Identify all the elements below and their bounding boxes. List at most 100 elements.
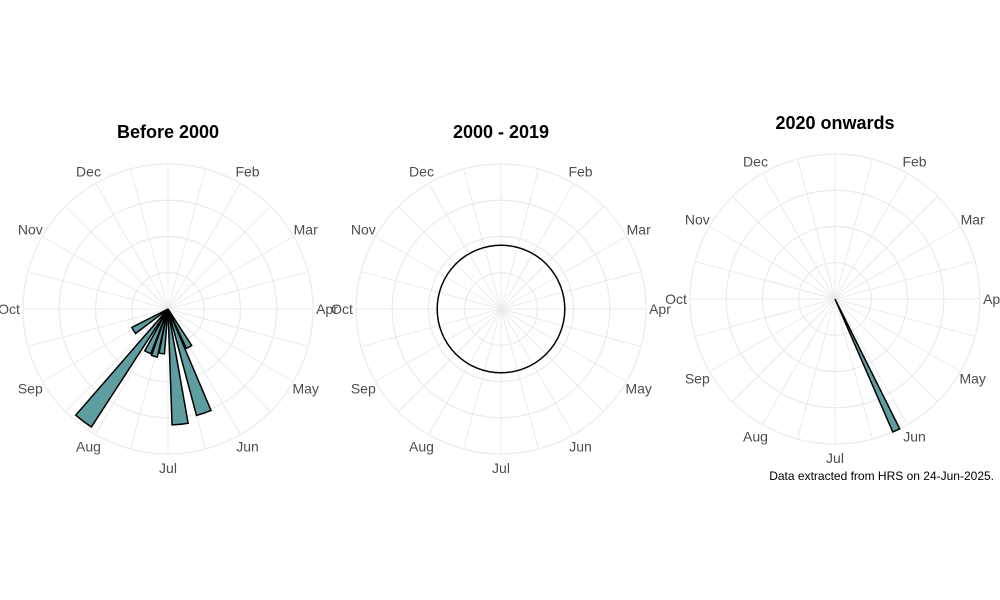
grid-spoke xyxy=(834,298,961,372)
panel-title: 2000 - 2019 xyxy=(453,122,549,142)
grid-spoke xyxy=(709,226,836,300)
grid-spoke xyxy=(167,168,207,310)
bar-wedge xyxy=(74,308,169,428)
grid-spoke xyxy=(834,298,908,425)
grid-spoke xyxy=(42,236,169,310)
month-label-dec: Dec xyxy=(409,163,434,179)
month-label-oct: Oct xyxy=(331,301,353,317)
month-label-jul: Jul xyxy=(492,460,510,476)
grid-spoke xyxy=(167,308,271,412)
grid-spoke xyxy=(398,308,502,412)
grid-spoke xyxy=(375,236,502,310)
grid-spoke xyxy=(462,168,502,310)
month-labels: Feb Mar Apr May Jun Jul Aug Sep Oct Nov Dec xyxy=(331,163,671,476)
month-label-mar: Mar xyxy=(961,212,985,228)
month-label-aug: Aug xyxy=(409,439,434,455)
grid-spoke xyxy=(428,183,502,310)
grid-spoke xyxy=(834,298,976,338)
grid-spoke xyxy=(834,260,976,300)
month-label-dec: Dec xyxy=(76,163,101,179)
month-label-apr: Apr xyxy=(649,301,671,317)
grid-spoke xyxy=(834,173,908,300)
grid-spoke xyxy=(834,298,874,440)
panel-title: Before 2000 xyxy=(117,122,219,142)
bar-wedge xyxy=(167,308,213,417)
grid-spoke xyxy=(65,206,169,310)
polar-panel-2020-onwards: 2020 onwards Feb Mar Apr May Jun Jul Aug Sep Oct… xyxy=(665,113,1000,466)
grid-spoke xyxy=(167,308,309,348)
grid-spoke xyxy=(500,308,574,435)
month-label-mar: Mar xyxy=(627,222,651,238)
month-label-apr: Apr xyxy=(983,291,1000,307)
grid-spoke xyxy=(428,308,502,435)
bars xyxy=(74,308,213,428)
grid-spoke xyxy=(95,183,169,310)
grid-spoke xyxy=(762,298,836,425)
grid-spoke xyxy=(375,308,502,382)
month-label-may: May xyxy=(959,371,985,387)
grid-spoke xyxy=(796,158,836,300)
grid-spoke xyxy=(500,236,627,310)
grid-spoke xyxy=(694,260,836,300)
grid-spoke xyxy=(500,308,540,450)
grid-spoke xyxy=(732,298,836,402)
month-label-sep: Sep xyxy=(351,381,376,397)
bar-wedge xyxy=(167,308,193,350)
grid-spoke xyxy=(500,308,627,382)
month-label-aug: Aug xyxy=(76,439,101,455)
grid-spoke xyxy=(694,298,836,338)
month-labels: Feb Mar Apr May Jun Jul Aug Sep Oct Nov Dec xyxy=(0,163,338,476)
month-label-jun: Jun xyxy=(569,439,592,455)
grid-spoke xyxy=(500,183,574,310)
grid-spoke xyxy=(500,270,642,310)
grid-spoke xyxy=(65,308,169,412)
month-label-oct: Oct xyxy=(665,291,687,307)
month-label-apr: Apr xyxy=(316,301,338,317)
grid-spoke xyxy=(709,298,836,372)
grid-spoke xyxy=(796,298,836,440)
polar-grid xyxy=(689,153,981,445)
grid-spoke xyxy=(167,206,271,310)
polar-panel-before-2000: Before 2000 Feb Mar Apr May Jun Jul Aug Sep Oct N… xyxy=(0,122,338,476)
month-label-jul: Jul xyxy=(159,460,177,476)
grid-spoke xyxy=(129,168,169,310)
grid-spoke xyxy=(500,168,540,310)
polar-grid xyxy=(355,163,647,455)
grid-spoke xyxy=(167,270,309,310)
grid-spoke xyxy=(762,173,836,300)
grid-spoke xyxy=(167,308,294,382)
month-label-nov: Nov xyxy=(18,222,43,238)
grid-spoke xyxy=(27,308,169,348)
bar-wedge xyxy=(130,308,169,335)
bar-wedge xyxy=(167,308,190,426)
grid-spoke xyxy=(27,270,169,310)
month-label-jun: Jun xyxy=(236,439,259,455)
grid-spoke xyxy=(398,206,502,310)
grid-spoke xyxy=(834,196,938,300)
data-source-caption: Data extracted from HRS on 24-Jun-2025. xyxy=(769,469,994,483)
grid-spoke xyxy=(360,270,502,310)
grid-spoke xyxy=(834,158,874,300)
bar-wedge xyxy=(834,298,901,433)
grid-spoke xyxy=(500,206,604,310)
month-label-oct: Oct xyxy=(0,301,20,317)
polar-grid xyxy=(22,163,314,455)
grid-spoke xyxy=(834,226,961,300)
bars xyxy=(834,298,901,433)
month-label-aug: Aug xyxy=(743,429,768,445)
month-label-sep: Sep xyxy=(685,371,710,387)
grid-spoke xyxy=(167,236,294,310)
grid-spoke xyxy=(462,308,502,450)
month-label-mar: Mar xyxy=(294,222,318,238)
grid-spoke xyxy=(167,183,241,310)
month-labels: Feb Mar Apr May Jun Jul Aug Sep Oct Nov Dec xyxy=(665,153,1000,466)
polar-panel-2000-2019: 2000 - 2019 Feb Mar Apr May Jun Jul Aug Sep Oct N… xyxy=(331,122,671,476)
panel-title: 2020 onwards xyxy=(775,113,894,133)
month-label-dec: Dec xyxy=(743,153,768,169)
grid-spoke xyxy=(360,308,502,348)
grid-spoke xyxy=(834,298,938,402)
outline-circle xyxy=(436,244,566,374)
month-label-sep: Sep xyxy=(18,381,43,397)
month-label-feb: Feb xyxy=(902,153,926,169)
